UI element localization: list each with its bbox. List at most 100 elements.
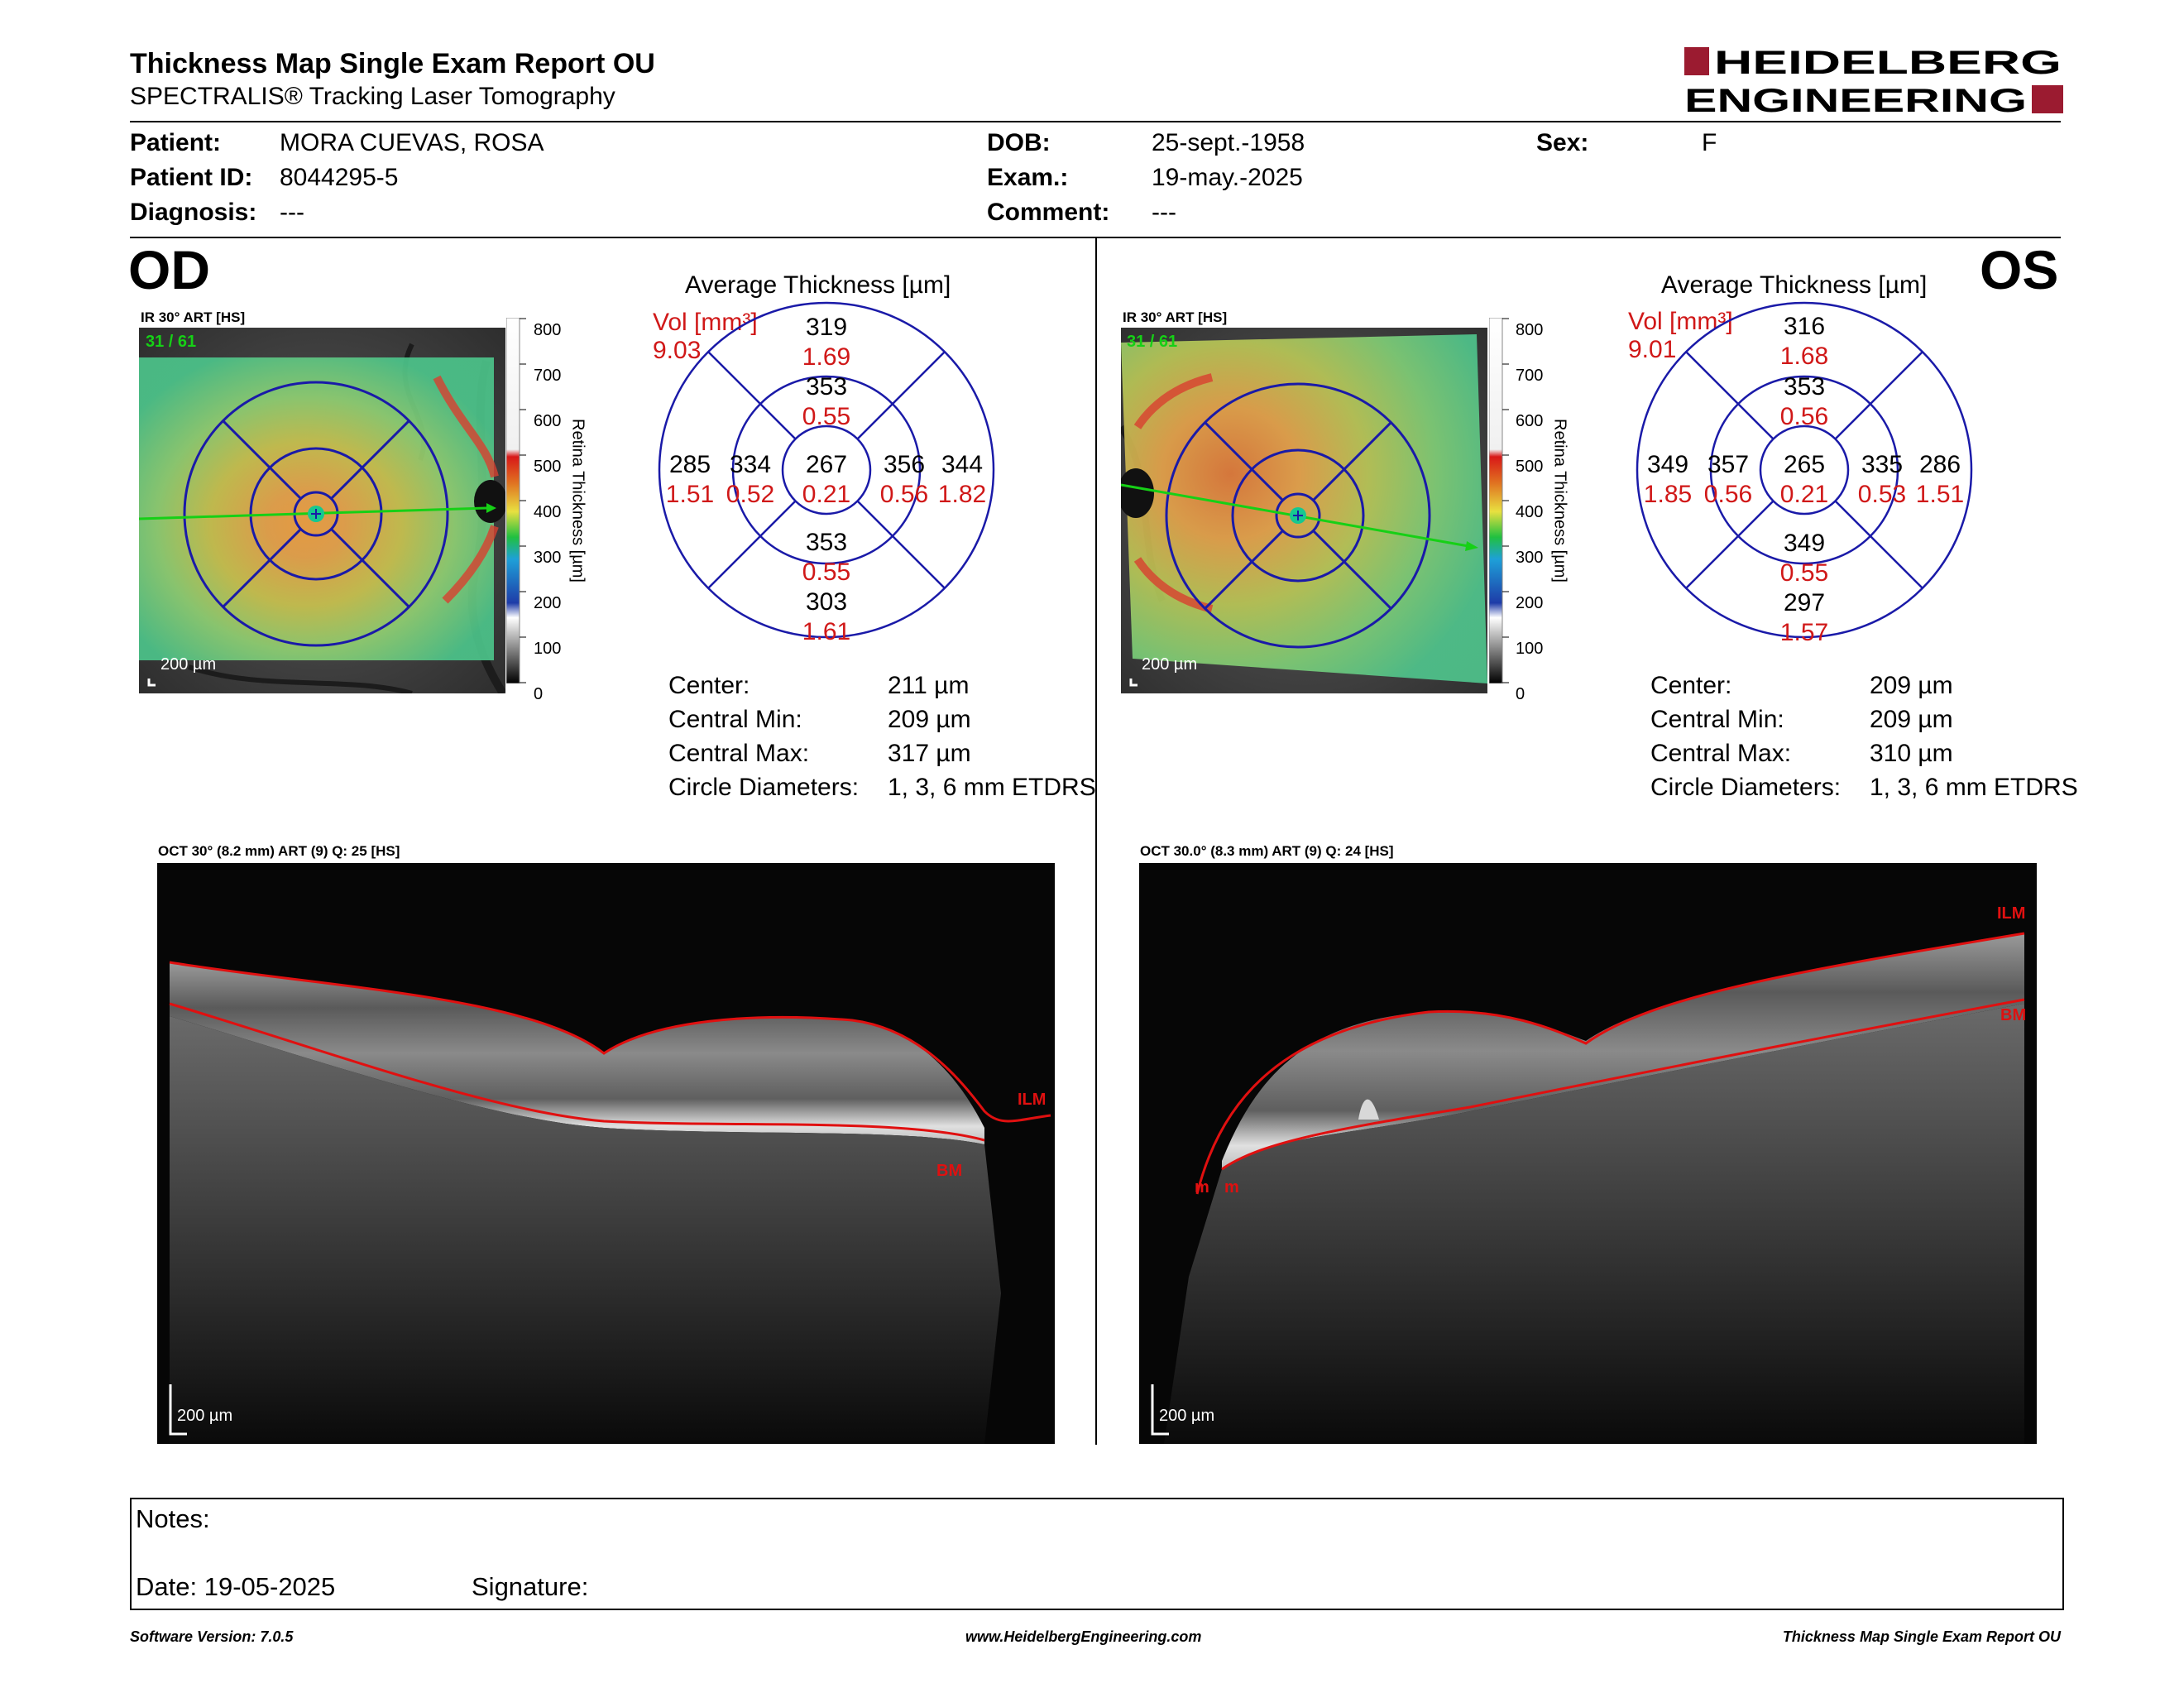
od-colorbar-title: Retina Thickness [µm] (568, 419, 587, 583)
os-tick-700: 700 (1516, 367, 1544, 385)
os-sector-outer-left: 349 1.85 (1637, 450, 1698, 510)
os-volume: Vol [mm³] 9.01 (1628, 308, 1733, 364)
od-tick-700: 700 (534, 367, 562, 385)
os-center-volume: 0.21 (1779, 481, 1829, 508)
od-sector-outer-superior: 319 1.69 (796, 313, 857, 372)
os-oct-caption: OCT 30.0° (8.3 mm) ART (9) Q: 24 [HS] (1140, 843, 1394, 859)
patient-label: Patient: (130, 129, 222, 156)
od-oct-scale: 200 µm (177, 1407, 233, 1425)
notes-label: Notes: (136, 1504, 210, 1533)
os-avg-title: Average Thickness [µm] (1661, 271, 1928, 299)
exam-label: Exam.: (987, 164, 1069, 191)
od-vol-label: Vol [mm³] (653, 309, 758, 336)
os-stat-max-label: Central Max: (1650, 740, 1792, 767)
os-stats-labels: Center: Central Min: Central Max: Circle… (1650, 669, 1841, 804)
od-sector-inner-inferior: 353 0.55 (796, 528, 857, 587)
os-sector-inner-inferior: 349 0.55 (1774, 529, 1835, 588)
header-divider (130, 121, 2061, 122)
os-colorbar-title: Retina Thickness [µm] (1550, 419, 1569, 583)
patient-id-label: Patient ID: (130, 164, 253, 191)
website-link[interactable]: www.HeidelbergEngineering.com (965, 1628, 1202, 1645)
dob-label: DOB: (987, 129, 1051, 156)
od-stat-center-label: Center: (668, 672, 750, 699)
os-sector-inner-left: 357 0.56 (1698, 450, 1759, 510)
footer-report-name: Thickness Map Single Exam Report OU (1782, 1628, 2061, 1645)
od-bm-label: BM (936, 1162, 963, 1180)
signature-label: Signature: (472, 1572, 589, 1601)
patient-name: MORA CUEVAS, ROSA (280, 129, 544, 156)
os-stat-min-label: Central Min: (1650, 706, 1784, 733)
software-version: Software Version: 7.0.5 (130, 1628, 294, 1645)
os-bm-label: BM (2000, 1006, 2027, 1024)
comment-value: --- (1152, 199, 1176, 226)
os-inner-sup-thickness: 353 (1783, 373, 1826, 400)
od-stat-min-value: 209 µm (888, 706, 971, 733)
os-oct-scale: 200 µm (1159, 1407, 1215, 1425)
os-sector-outer-inferior: 297 1.57 (1774, 588, 1835, 648)
od-tick-800: 800 (534, 321, 562, 339)
os-stat-diam-value: 1, 3, 6 mm ETDRS (1870, 774, 2078, 801)
od-center-volume: 0.21 (802, 481, 851, 508)
od-sector-outer-inferior: 303 1.61 (796, 587, 857, 647)
od-outer-inf-volume: 1.61 (802, 618, 851, 645)
od-outer-inf-thickness: 303 (805, 588, 848, 616)
os-center-thickness: 265 (1783, 451, 1826, 478)
os-stat-min-value: 209 µm (1870, 706, 1953, 733)
os-stat-diam-label: Circle Diameters: (1650, 774, 1842, 801)
notes-box[interactable] (130, 1498, 2064, 1610)
os-outer-left-thickness: 349 (1646, 451, 1689, 478)
od-tick-300: 300 (534, 549, 562, 567)
od-tick-100: 100 (534, 640, 562, 658)
od-inner-left-volume: 0.52 (726, 481, 775, 508)
od-outer-sup-thickness: 319 (805, 314, 848, 341)
od-fundus-scale: 200 µm (160, 655, 217, 674)
os-inner-left-thickness: 357 (1707, 451, 1750, 478)
os-tick-200: 200 (1516, 594, 1544, 612)
od-stat-diam-label: Circle Diameters: (668, 774, 860, 801)
dob-value: 25-sept.-1958 (1152, 129, 1305, 156)
os-outer-inf-thickness: 297 (1783, 589, 1826, 616)
od-vol-value: 9.03 (653, 337, 702, 364)
os-tick-100: 100 (1516, 640, 1544, 658)
os-stats-values: 209 µm 209 µm 310 µm 1, 3, 6 mm ETDRS (1870, 669, 2078, 804)
os-tick-300: 300 (1516, 549, 1544, 567)
od-inner-inf-thickness: 353 (805, 529, 848, 556)
os-inner-inf-volume: 0.55 (1779, 559, 1829, 587)
od-stats-values: 211 µm 209 µm 317 µm 1, 3, 6 mm ETDRS (888, 669, 1096, 804)
od-tick-200: 200 (534, 594, 562, 612)
os-oct-bscan (1139, 863, 2037, 1444)
od-outer-sup-volume: 1.69 (802, 343, 851, 371)
os-tick-0: 0 (1516, 685, 1525, 703)
od-sector-inner-superior: 353 0.55 (796, 372, 857, 432)
od-inner-sup-volume: 0.55 (802, 403, 851, 430)
report-title: Thickness Map Single Exam Report OU (130, 48, 655, 79)
patient-divider (130, 237, 2061, 238)
os-sector-outer-right: 286 1.51 (1909, 450, 1971, 510)
od-center-thickness: 267 (805, 451, 848, 478)
od-oct-bscan (157, 863, 1055, 1444)
od-outer-left-thickness: 285 (668, 451, 711, 478)
os-sector-inner-superior: 353 0.56 (1774, 372, 1835, 432)
exam-value: 19-may.-2025 (1152, 164, 1303, 191)
od-colorbar (505, 317, 529, 684)
patient-id: 8044295-5 (280, 164, 399, 191)
os-m-label-2: m (1224, 1178, 1239, 1196)
os-tick-500: 500 (1516, 458, 1544, 476)
os-fundus-caption: IR 30° ART [HS] (1123, 309, 1228, 325)
od-inner-inf-volume: 0.55 (802, 559, 851, 586)
os-fundus-scale: 200 µm (1142, 655, 1198, 674)
date-label: Date: 19-05-2025 (136, 1572, 336, 1601)
od-stat-max-value: 317 µm (888, 740, 971, 767)
od-tick-600: 600 (534, 412, 562, 430)
os-inner-inf-thickness: 349 (1783, 530, 1826, 557)
od-sector-inner-left: 334 0.52 (720, 450, 781, 510)
od-stat-min-label: Central Min: (668, 706, 802, 733)
od-etdrs-grid (656, 300, 997, 640)
od-tick-500: 500 (534, 458, 562, 476)
os-outer-right-volume: 1.51 (1915, 481, 1965, 508)
os-vol-label: Vol [mm³] (1628, 308, 1733, 335)
os-inner-sup-volume: 0.56 (1779, 403, 1829, 430)
od-sector-outer-right: 344 1.82 (932, 450, 993, 510)
os-vol-value: 9.01 (1628, 336, 1677, 363)
od-stat-center-value: 211 µm (888, 672, 970, 699)
